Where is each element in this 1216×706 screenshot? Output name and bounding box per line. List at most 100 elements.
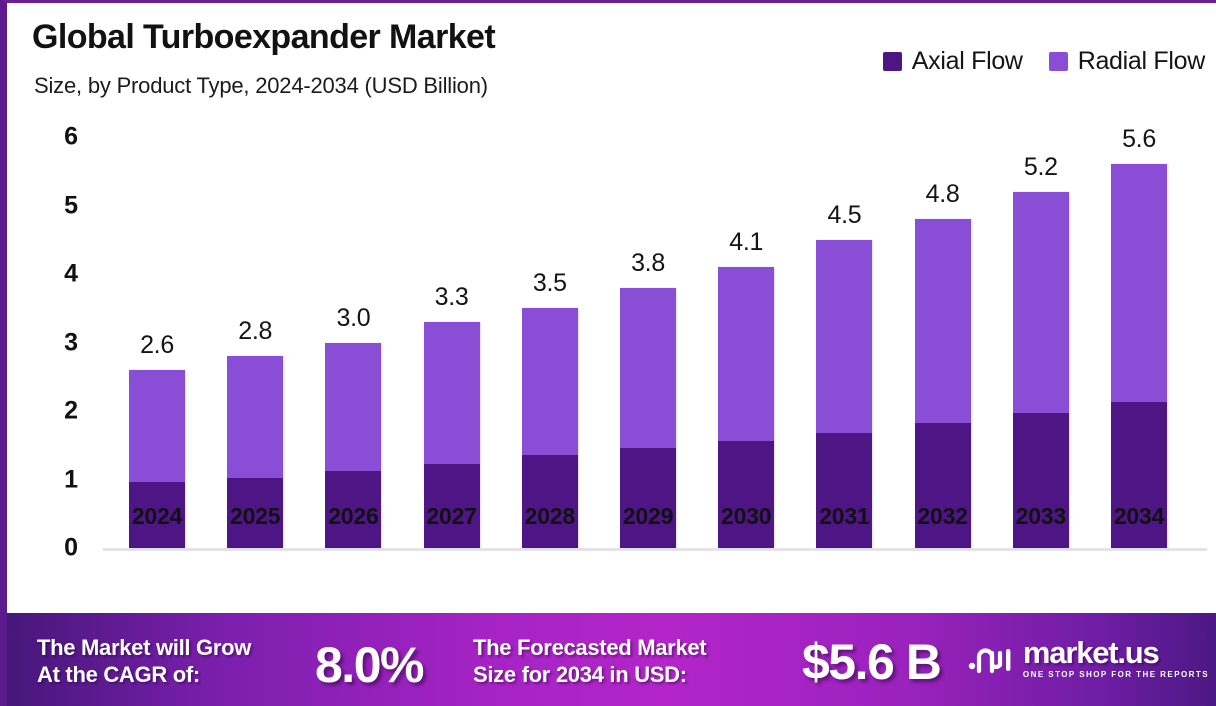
bar-group[interactable]: 4.5 2031 xyxy=(816,201,873,548)
bar-segment-axial-flow[interactable] xyxy=(129,482,185,548)
bar-segment-axial-flow[interactable] xyxy=(620,448,676,548)
y-axis-tick-label: 2 xyxy=(64,396,78,425)
x-axis-tick-label: 2027 xyxy=(426,503,477,529)
bar-segment-axial-flow[interactable] xyxy=(521,454,578,548)
legend-label: Radial Flow xyxy=(1077,47,1206,75)
bar-group[interactable]: 4.1 2030 xyxy=(718,228,775,548)
bar-total-label: 4.8 xyxy=(925,180,960,209)
bar-series-container: 2.6 2024 2.8 2025 3.0 2026 3.3 2027 3.5 2028 3.8 20… xyxy=(103,115,1207,608)
bar-segment-axial-flow[interactable] xyxy=(914,423,971,548)
bar-total-label: 3.8 xyxy=(631,248,665,277)
bar-total-label: 2.8 xyxy=(238,317,273,346)
y-axis-tick-label: 4 xyxy=(64,259,78,288)
bar-segment-radial-flow[interactable] xyxy=(1012,191,1069,414)
bar-total-label: 3.5 xyxy=(532,269,567,298)
page-title: Global Turboexpander Market xyxy=(32,18,496,56)
y-axis-tick-label: 6 xyxy=(64,122,78,151)
bar-total-label: 2.6 xyxy=(140,330,174,359)
bar-segment-axial-flow[interactable] xyxy=(1012,413,1069,548)
x-axis-tick-label: 2032 xyxy=(917,503,968,529)
bar-group[interactable]: 2.6 2024 xyxy=(129,331,185,548)
forecast-size-label-line1: The Forecasted Market xyxy=(473,635,707,660)
chart-header: Global Turboexpander Market Size, by Pro… xyxy=(7,3,1216,115)
bar-total-label: 3.0 xyxy=(336,303,371,332)
market-us-logo-mark xyxy=(968,648,1011,674)
x-axis-tick-label: 2029 xyxy=(622,503,674,529)
x-axis-tick-label: 2030 xyxy=(721,503,772,529)
legend-label: Axial Flow xyxy=(911,47,1023,75)
stacked-bar[interactable] xyxy=(129,369,185,548)
stacked-bar[interactable] xyxy=(914,219,971,548)
legend-item-radial-flow[interactable]: Radial Flow xyxy=(1048,47,1206,76)
stacked-bar[interactable] xyxy=(423,321,480,548)
bar-segment-radial-flow[interactable] xyxy=(816,239,873,433)
stacked-bar[interactable] xyxy=(521,308,578,548)
bar-group[interactable]: 3.5 2028 xyxy=(521,269,578,548)
stacked-bar[interactable] xyxy=(325,342,382,548)
stacked-bar[interactable] xyxy=(1012,191,1069,548)
bar-segment-radial-flow[interactable] xyxy=(325,342,382,472)
legend-swatch-icon xyxy=(882,52,902,71)
y-axis-tick-label: 1 xyxy=(64,465,78,493)
market-us-logo[interactable]: market.us ONE STOP SHOP FOR THE REPORTS xyxy=(968,637,1209,679)
bar-segment-axial-flow[interactable] xyxy=(423,464,480,548)
stacked-bar[interactable] xyxy=(1111,164,1167,548)
stacked-bar[interactable] xyxy=(620,287,676,548)
legend-swatch-icon xyxy=(1048,52,1068,71)
bar-group[interactable]: 3.0 2026 xyxy=(325,304,382,548)
bar-group[interactable]: 3.8 2029 xyxy=(620,249,676,548)
cagr-label-line2: At the CAGR of: xyxy=(37,661,200,687)
logo-text: market.us ONE STOP SHOP FOR THE REPORTS xyxy=(1023,637,1209,679)
x-axis-tick-label: 2034 xyxy=(1113,503,1165,529)
x-axis-tick-label: 2024 xyxy=(131,503,183,529)
stacked-bar[interactable] xyxy=(227,356,284,548)
bar-segment-radial-flow[interactable] xyxy=(718,267,775,442)
bar-segment-radial-flow[interactable] xyxy=(620,287,676,448)
forecast-size-label: The Forecasted Market Size for 2034 in U… xyxy=(473,635,707,689)
bar-segment-radial-flow[interactable] xyxy=(129,369,185,483)
x-axis-tick-label: 2025 xyxy=(230,503,281,529)
x-axis-tick-label: 2026 xyxy=(328,503,379,529)
y-axis-tick-label: 3 xyxy=(64,328,78,356)
bar-group[interactable]: 5.2 2033 xyxy=(1012,153,1069,548)
bar-group[interactable]: 5.6 2034 xyxy=(1111,125,1167,548)
footer-banner: The Market will Grow At the CAGR of: 8.0… xyxy=(7,613,1216,706)
bar-total-label: 4.5 xyxy=(827,200,862,229)
bar-segment-radial-flow[interactable] xyxy=(1111,164,1167,403)
y-axis-tick-label: 5 xyxy=(64,191,78,219)
bar-total-label: 5.2 xyxy=(1023,152,1058,181)
x-axis-tick-label: 2033 xyxy=(1015,503,1067,529)
bar-segment-radial-flow[interactable] xyxy=(914,219,971,424)
bar-segment-axial-flow[interactable] xyxy=(1111,402,1167,548)
y-axis: 0 1 2 3 4 5 6 xyxy=(7,115,102,608)
cagr-value: 8.0% xyxy=(315,637,424,693)
page-subtitle: Size, by Product Type, 2024-2034 (USD Bi… xyxy=(34,73,488,98)
x-axis-baseline xyxy=(103,548,1207,551)
legend-item-axial-flow[interactable]: Axial Flow xyxy=(882,47,1023,76)
bar-group[interactable]: 3.3 2027 xyxy=(423,283,480,548)
chart-legend: Axial Flow Radial Flow xyxy=(882,47,1206,76)
bar-segment-axial-flow[interactable] xyxy=(325,471,382,548)
logo-wordmark: market.us xyxy=(1022,635,1160,670)
bar-total-label: 3.3 xyxy=(434,282,469,311)
cagr-label: The Market will Grow At the CAGR of: xyxy=(37,635,251,689)
forecast-size-value: $5.6 B xyxy=(802,634,942,690)
stacked-bar[interactable] xyxy=(816,239,873,548)
logo-tagline: ONE STOP SHOP FOR THE REPORTS xyxy=(1022,670,1209,679)
stacked-bar[interactable] xyxy=(718,267,775,548)
cagr-label-line1: The Market will Grow xyxy=(37,635,252,660)
bar-group[interactable]: 2.8 2025 xyxy=(227,317,284,548)
bar-segment-radial-flow[interactable] xyxy=(521,308,578,455)
x-axis-tick-label: 2028 xyxy=(524,503,576,529)
forecast-size-label-line2: Size for 2034 in USD: xyxy=(473,661,687,687)
bar-segment-radial-flow[interactable] xyxy=(227,356,284,479)
bar-segment-radial-flow[interactable] xyxy=(423,321,480,465)
bar-group[interactable]: 4.8 2032 xyxy=(914,180,971,548)
bar-segment-axial-flow[interactable] xyxy=(816,432,873,548)
x-axis-tick-label: 2031 xyxy=(819,503,870,529)
bar-total-label: 4.1 xyxy=(729,228,764,257)
bar-segment-axial-flow[interactable] xyxy=(718,441,775,548)
bar-segment-axial-flow[interactable] xyxy=(227,478,284,548)
